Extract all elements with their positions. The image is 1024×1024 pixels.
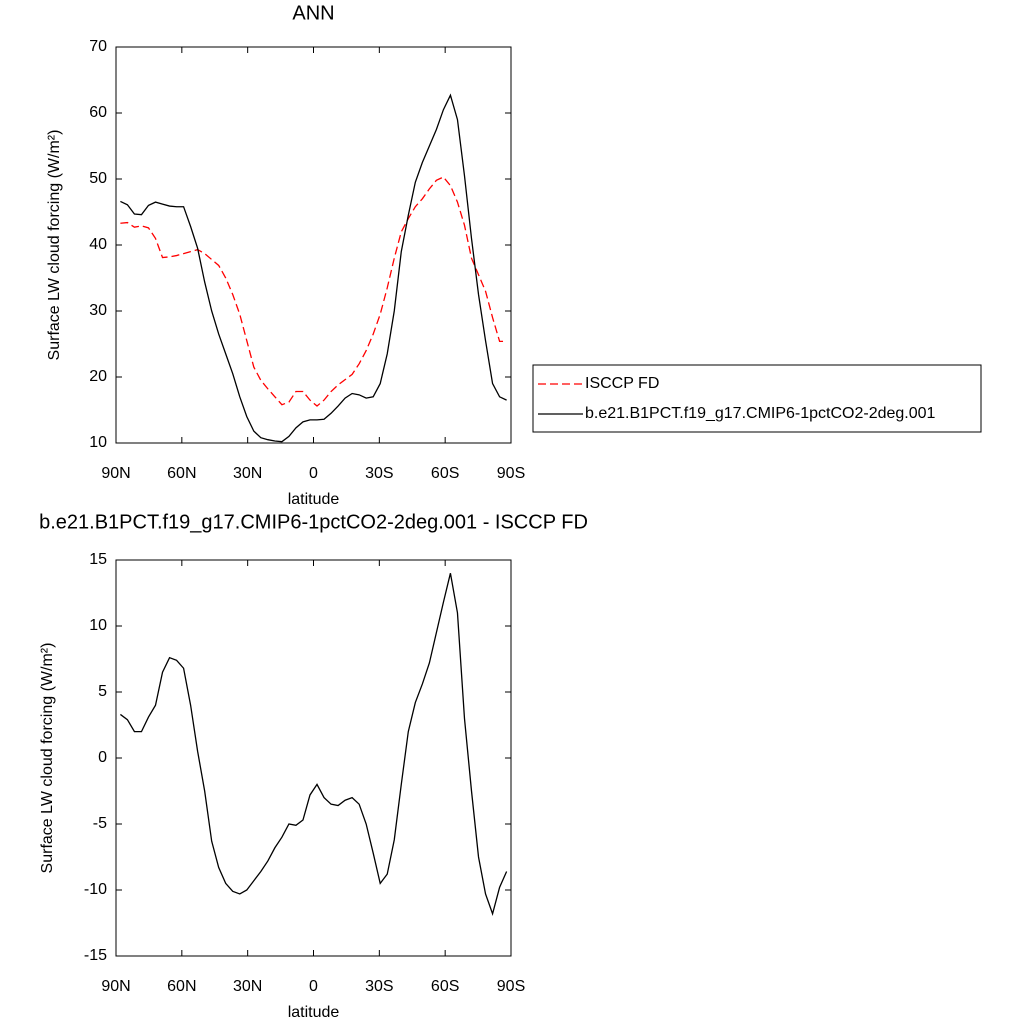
y-tick-label: 20 <box>89 368 107 385</box>
x-tick-label: 30S <box>365 465 393 482</box>
x-tick-label: 90S <box>497 978 525 995</box>
x-tick-label: 30S <box>365 978 393 995</box>
chart-title: ANN <box>292 2 334 24</box>
y-tick-label: 50 <box>89 170 107 187</box>
chart-title: b.e21.B1PCT.f19_g17.CMIP6-1pctCO2-2deg.0… <box>39 511 588 533</box>
y-tick-label: 40 <box>89 236 107 253</box>
y-tick-label: -10 <box>84 881 107 898</box>
y-tick-label: 15 <box>89 551 107 568</box>
x-tick-label: 90S <box>497 465 525 482</box>
x-tick-label: 60N <box>167 465 196 482</box>
x-tick-label: 60N <box>167 978 196 995</box>
y-tick-label: 10 <box>89 434 107 451</box>
legend: ISCCP FD b.e21.B1PCT.f19_g17.CMIP6-1pctCO… <box>532 364 982 433</box>
x-tick-label: 30N <box>233 465 262 482</box>
x-tick-label: 90N <box>101 978 130 995</box>
x-tick-label: 30N <box>233 978 262 995</box>
data-line <box>120 176 507 407</box>
y-tick-label: 10 <box>89 617 107 634</box>
legend-label: ISCCP FD <box>585 375 659 392</box>
y-axis-label: Surface LW cloud forcing (W/m²) <box>46 130 63 361</box>
y-tick-label: 5 <box>98 683 107 700</box>
data-line <box>119 573 508 916</box>
plot-frame <box>115 559 512 957</box>
x-axis-label: latitude <box>288 491 340 508</box>
legend-label: b.e21.B1PCT.f19_g17.CMIP6-1pctCO2-2deg.0… <box>585 405 936 422</box>
y-tick-label: 30 <box>89 302 107 319</box>
x-tick-label: 60S <box>431 978 459 995</box>
y-tick-label: -5 <box>93 815 107 832</box>
x-tick-label: 0 <box>309 465 318 482</box>
x-tick-label: 60S <box>431 465 459 482</box>
x-tick-label: 0 <box>309 978 318 995</box>
legend-box <box>532 364 982 433</box>
y-tick-label: 0 <box>98 749 107 766</box>
x-axis-label: latitude <box>288 1004 340 1021</box>
y-tick-label: -15 <box>84 947 107 964</box>
x-tick-label: 90N <box>101 465 130 482</box>
data-line <box>120 93 507 443</box>
y-tick-label: 70 <box>89 38 107 55</box>
y-tick-label: 60 <box>89 104 107 121</box>
plot-frame <box>115 46 512 444</box>
y-axis-label: Surface LW cloud forcing (W/m²) <box>39 643 56 874</box>
